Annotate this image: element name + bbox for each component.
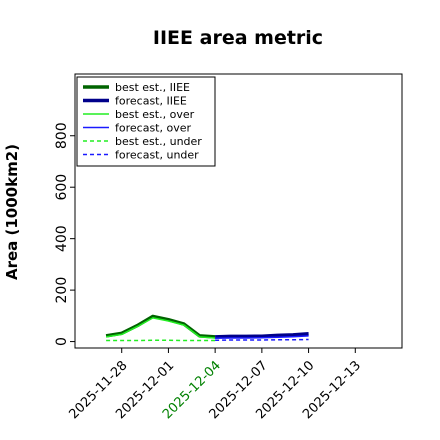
chart-title: IIEE area metric: [153, 27, 323, 49]
legend-entry: forecast, under: [115, 149, 199, 162]
y-tick-label: 800: [54, 122, 70, 149]
series-line-0: [105, 314, 216, 339]
series-line-3: [215, 335, 309, 339]
series-line-5: [215, 338, 309, 342]
y-axis-label: Area (1000km2): [3, 144, 21, 280]
legend-entry: best est., over: [115, 108, 195, 121]
legend-entry: best est., under: [115, 135, 202, 148]
y-tick-label: 200: [54, 277, 70, 304]
y-tick-label: 400: [54, 225, 70, 252]
legend-entry: best est., IIEE: [115, 81, 190, 94]
plot-frame: [74, 73, 403, 349]
y-tick-label: 0: [54, 337, 70, 346]
legend-entry: forecast, IIEE: [115, 95, 187, 108]
series-line-2: [105, 317, 216, 339]
legend-box: [76, 76, 216, 167]
legend-entry: forecast, over: [115, 122, 191, 135]
series-line-1: [215, 332, 309, 339]
y-tick-label: 600: [54, 174, 70, 201]
